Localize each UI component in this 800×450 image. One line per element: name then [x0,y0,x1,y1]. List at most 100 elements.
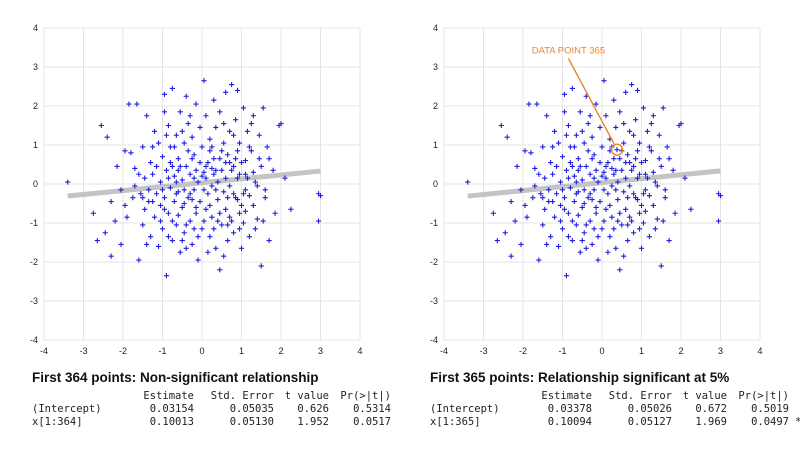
data-point [205,191,211,197]
annotation-leader-line [567,58,615,145]
data-point [640,191,647,197]
data-point [140,222,146,228]
data-point [627,214,633,220]
data-point [132,183,138,189]
data-point [611,156,617,162]
data-point [187,113,193,119]
data-point [508,198,514,205]
data-point [540,222,546,228]
data-point [236,171,243,177]
data-point [629,167,635,173]
data-point [567,159,573,166]
data-point [242,187,249,193]
data-point [581,187,587,193]
data-point [219,167,225,173]
data-point [163,273,170,279]
data-point [650,169,656,175]
data-point [609,183,615,189]
data-point [595,234,601,240]
data-point [623,175,629,181]
data-point [238,202,245,209]
data-point [104,134,110,140]
data-point [159,154,166,160]
data-point [634,87,641,93]
data-point [494,237,500,244]
data-point [589,241,595,248]
data-point [605,191,611,197]
data-point [621,189,627,195]
data-point [640,220,647,226]
data-point [654,183,660,189]
data-point [217,109,223,115]
data-point [666,156,672,162]
data-point [642,208,649,214]
data-point [227,159,233,166]
data-point [197,124,203,131]
data-point [573,179,579,185]
data-point [191,175,197,181]
data-point [250,202,256,209]
data-point [278,120,284,127]
data-point [557,218,564,224]
data-point [579,128,585,134]
data-point [644,128,651,134]
data-point [522,202,528,209]
data-point [256,132,262,138]
data-point [548,234,554,240]
data-point [565,175,572,181]
data-point [179,204,185,210]
data-point [627,128,633,134]
data-point [631,230,637,236]
data-point [258,163,264,170]
data-point [631,191,637,197]
data-point [157,179,164,185]
data-point [165,175,172,181]
data-point [252,179,258,185]
data-point [272,210,278,216]
data-point [203,113,209,119]
data-point [563,167,570,173]
data-point [583,222,589,228]
data-point [617,109,623,115]
data-point [227,183,233,189]
data-point [118,187,124,193]
data-point [246,193,252,199]
y-tick-label: -1 [430,218,438,228]
data-point [603,163,609,170]
caption-right: First 365 points: Relationship significa… [430,370,800,428]
x-tick-label: 1 [239,346,244,356]
y-tick-label: 2 [33,101,38,111]
data-point [625,195,631,201]
gridlines [443,27,761,341]
data-point [142,206,148,212]
data-point [242,171,249,177]
data-point [579,237,585,244]
data-point [715,218,722,224]
data-point [631,132,637,138]
data-point [660,105,666,111]
data-point [98,122,104,129]
y-tick-label: -4 [30,335,38,345]
data-point [613,187,619,193]
data-point [260,218,266,224]
data-point [571,144,577,150]
data-point [599,144,605,150]
data-point [171,144,177,150]
data-point [169,85,175,92]
data-point [597,198,603,205]
data-point [662,187,668,193]
data-point [232,117,239,123]
data-point [636,171,643,177]
data-point [591,152,597,158]
data-point [662,195,668,201]
data-point [138,191,144,197]
data-point [599,173,605,179]
data-point [193,210,199,216]
data-point [569,85,575,92]
data-point [627,183,633,189]
data-point [207,136,213,142]
estimate-value: 0.03378 [547,402,592,415]
data-point [65,179,71,185]
data-point [650,202,656,209]
